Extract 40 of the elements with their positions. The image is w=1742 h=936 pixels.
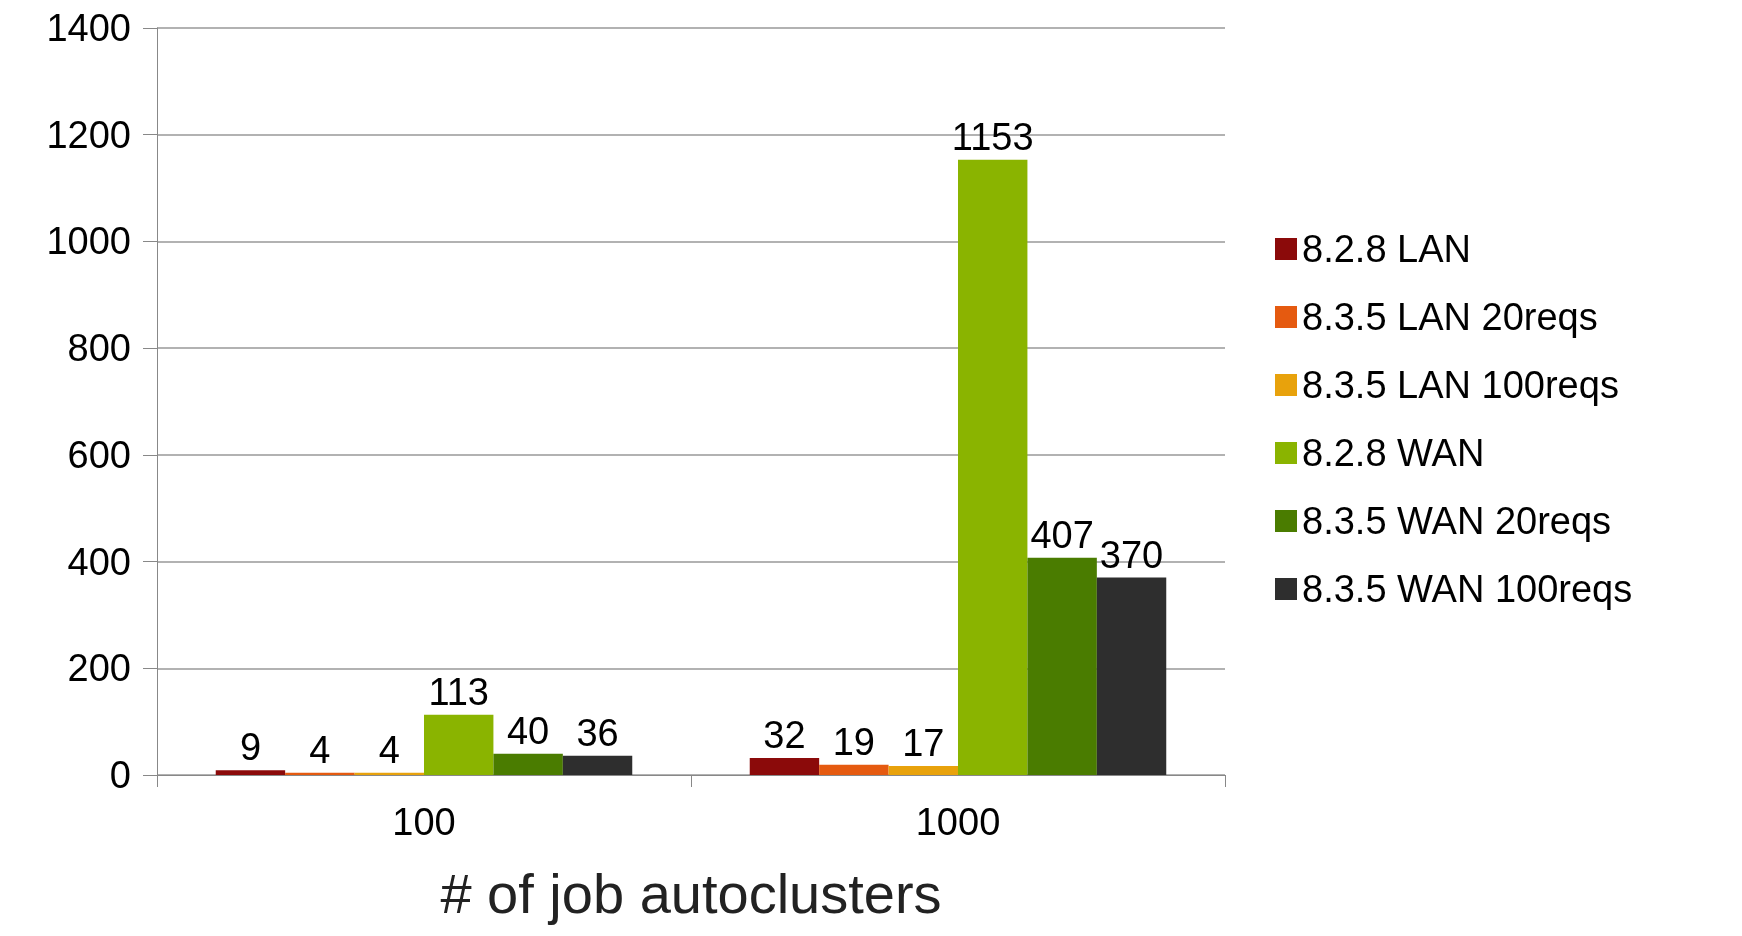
y-tick-label: 600 [67, 433, 131, 476]
bar [285, 772, 355, 775]
legend-label: 8.3.5 LAN 20reqs [1302, 296, 1598, 338]
data-label: 40 [506, 709, 550, 752]
y-tick-label: 200 [67, 647, 131, 690]
bar [493, 753, 563, 775]
data-label: 19 [832, 720, 876, 763]
data-label: 36 [576, 711, 619, 754]
data-label: 32 [763, 713, 806, 756]
y-tick-label: 400 [67, 540, 131, 583]
data-label: 4 [309, 728, 331, 771]
y-tick-label: 800 [67, 327, 131, 370]
legend-label: 8.2.8 LAN [1302, 228, 1471, 270]
data-label: 17 [902, 721, 945, 764]
bar [424, 714, 494, 775]
bar [1096, 577, 1167, 775]
bar [749, 757, 820, 775]
legend-label: 8.3.5 LAN 100reqs [1302, 364, 1619, 406]
data-label: 9 [239, 726, 262, 769]
y-tick-label: 1200 [46, 113, 131, 156]
x-tick-label: 100 [392, 801, 456, 843]
bar [819, 764, 889, 775]
bar [562, 755, 633, 775]
bar [888, 765, 958, 775]
legend-label: 8.2.8 WAN [1302, 432, 1485, 474]
data-label: 113 [428, 670, 490, 713]
bar [958, 159, 1028, 775]
bar [354, 772, 424, 775]
data-label: 1153 [951, 115, 1034, 158]
legend-label: 8.3.5 WAN 20reqs [1302, 500, 1612, 542]
y-tick-label: 0 [109, 754, 131, 796]
data-label: 4 [378, 728, 400, 771]
data-label: 407 [1030, 513, 1094, 556]
bar [215, 770, 286, 775]
y-tick-label: 1400 [46, 7, 131, 49]
y-tick-label: 1000 [46, 220, 131, 263]
x-axis-title: # of job autoclusters [440, 861, 942, 925]
legend-label: 8.3.5 WAN 100reqs [1302, 568, 1633, 610]
bar [1027, 557, 1097, 775]
data-label: 370 [1099, 533, 1164, 576]
